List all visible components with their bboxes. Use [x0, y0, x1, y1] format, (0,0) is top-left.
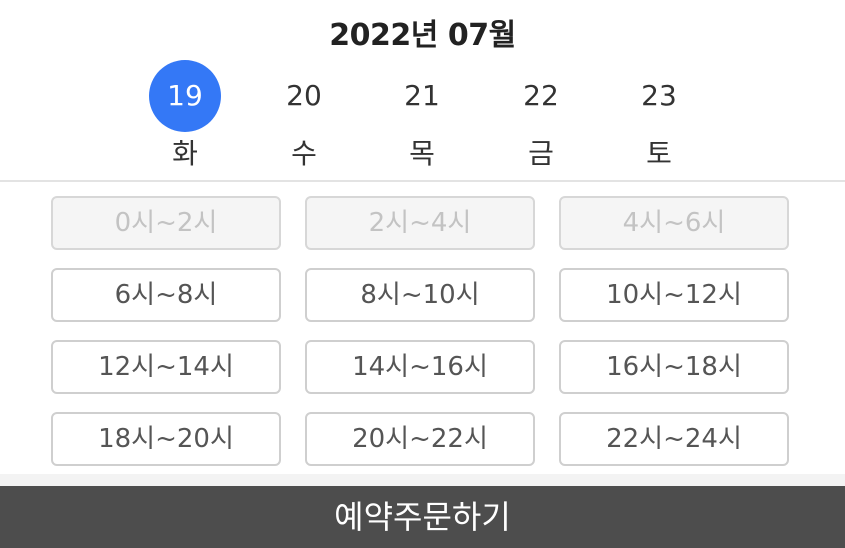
day-weekday: 금 — [528, 137, 554, 170]
day-number: 22 — [523, 79, 559, 112]
time-slot-button[interactable]: 6시~8시 — [51, 268, 281, 322]
time-slot-button[interactable]: 8시~10시 — [305, 268, 535, 322]
time-slot-button: 0시~2시 — [51, 196, 281, 250]
day-item-21[interactable]: 21 목 — [386, 60, 458, 178]
day-number: 23 — [641, 79, 677, 112]
day-item-19[interactable]: 19 화 — [149, 60, 221, 178]
bottom-spacer — [0, 474, 845, 486]
day-weekday: 수 — [291, 137, 317, 170]
day-item-22[interactable]: 22 금 — [505, 60, 577, 178]
time-slot-button[interactable]: 20시~22시 — [305, 412, 535, 466]
day-number: 20 — [286, 79, 322, 112]
time-slot-button[interactable]: 12시~14시 — [51, 340, 281, 394]
reserve-order-button[interactable]: 예약주문하기 — [0, 486, 845, 548]
day-number: 19 — [149, 60, 221, 132]
time-slot-button[interactable]: 14시~16시 — [305, 340, 535, 394]
time-slot-button: 4시~6시 — [559, 196, 789, 250]
day-weekday: 토 — [646, 137, 672, 170]
day-item-20[interactable]: 20 수 — [268, 60, 340, 178]
day-item-23[interactable]: 23 토 — [623, 60, 695, 178]
time-slot-button: 2시~4시 — [305, 196, 535, 250]
time-slot-button[interactable]: 16시~18시 — [559, 340, 789, 394]
time-slot-button[interactable]: 10시~12시 — [559, 268, 789, 322]
day-number: 21 — [404, 79, 440, 112]
month-title: 2022년 07월 — [329, 18, 516, 53]
day-weekday: 화 — [172, 137, 198, 170]
divider — [0, 180, 845, 182]
time-slot-button[interactable]: 18시~20시 — [51, 412, 281, 466]
day-selector: 19 화 20 수 21 목 22 금 23 토 — [0, 60, 845, 180]
day-weekday: 목 — [409, 137, 435, 170]
time-slot-grid: 0시~2시 2시~4시 4시~6시 6시~8시 8시~10시 10시~12시 1… — [51, 196, 793, 468]
time-slot-button[interactable]: 22시~24시 — [559, 412, 789, 466]
